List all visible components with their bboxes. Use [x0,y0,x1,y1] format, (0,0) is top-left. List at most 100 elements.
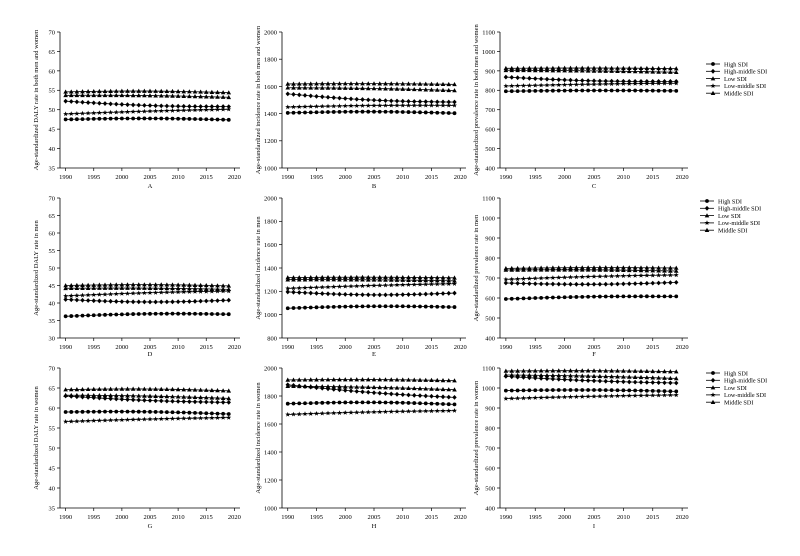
data-point [429,386,434,391]
data-point [440,281,446,287]
series-middle-sdi [503,372,679,381]
data-point [446,408,452,413]
data-point [136,108,142,114]
data-point [377,274,383,280]
data-point [192,399,198,405]
y-tick-label: 60 [49,405,56,412]
data-point [644,280,650,286]
data-point [170,93,175,98]
data-point [158,289,164,295]
data-point [187,93,192,99]
data-point [119,109,125,115]
data-point [170,398,175,404]
data-point [91,392,97,398]
data-point [446,402,451,407]
data-point [556,77,561,83]
legend-label: Middle SDI [718,228,747,235]
data-point [377,97,382,103]
y-tick-label: 700 [485,107,495,114]
data-point [291,91,296,97]
data-point [314,401,319,405]
data-point [125,397,130,402]
data-point [69,297,74,303]
data-point [603,267,609,272]
data-point [108,409,113,414]
data-point [377,304,382,309]
data-point [668,69,673,74]
data-point [319,103,325,109]
data-point [314,377,319,382]
data-point [544,76,550,82]
data-point [580,88,585,93]
data-point [220,90,226,95]
data-point [400,408,406,414]
data-point [68,387,74,392]
data-point [147,393,153,398]
data-point [68,111,74,116]
data-point [633,294,638,299]
data-point [440,87,446,92]
data-point [568,373,573,378]
data-point [354,384,360,389]
data-point [568,295,573,299]
data-point [446,111,451,115]
data-point [423,275,429,280]
data-point [574,267,579,272]
data-point [193,117,197,121]
data-point [509,395,515,401]
data-point [215,89,220,95]
data-point [429,99,434,105]
data-point [337,304,342,309]
data-point [626,368,632,373]
panel-letter: E [372,351,376,358]
data-point [285,85,291,90]
legend-marker [710,90,716,95]
y-tick-label: 1800 [264,219,277,226]
data-point [597,281,603,287]
data-point [365,283,371,288]
data-point [97,92,102,98]
data-point [220,106,226,112]
data-point [441,304,445,309]
data-point [164,394,170,399]
data-point [662,375,667,380]
data-point [331,277,337,282]
data-point [521,83,526,88]
data-point [85,285,91,290]
data-point [638,368,644,373]
y-tick-label: 1400 [264,111,277,118]
data-point [423,377,429,382]
data-point [509,74,514,80]
series-line [287,401,455,405]
data-point [562,377,567,382]
y-tick-label: 400 [485,505,495,512]
x-tick-label: 2015 [646,344,659,351]
data-point [348,103,354,108]
data-point [159,299,164,305]
data-point [226,415,232,420]
data-point [429,102,434,108]
data-point [388,277,394,282]
data-point [527,296,532,301]
data-point [440,408,446,413]
series-line [65,118,229,121]
data-point [303,110,307,115]
data-point [526,82,532,88]
data-point [203,395,209,400]
data-point [574,68,579,73]
legend-label: Low-middle SDI [718,220,760,227]
data-point [198,282,203,288]
x-tick-label: 1990 [281,344,294,351]
data-point [656,65,661,71]
data-point [91,88,97,94]
data-point [130,109,136,114]
data-point [348,283,354,289]
y-tick-label: 60 [49,230,56,237]
data-point [580,388,585,392]
y-tick-label: 500 [485,146,495,153]
data-point [521,67,526,73]
data-point [406,282,411,287]
data-point [662,268,667,273]
data-point [383,81,388,86]
data-point [119,116,124,121]
